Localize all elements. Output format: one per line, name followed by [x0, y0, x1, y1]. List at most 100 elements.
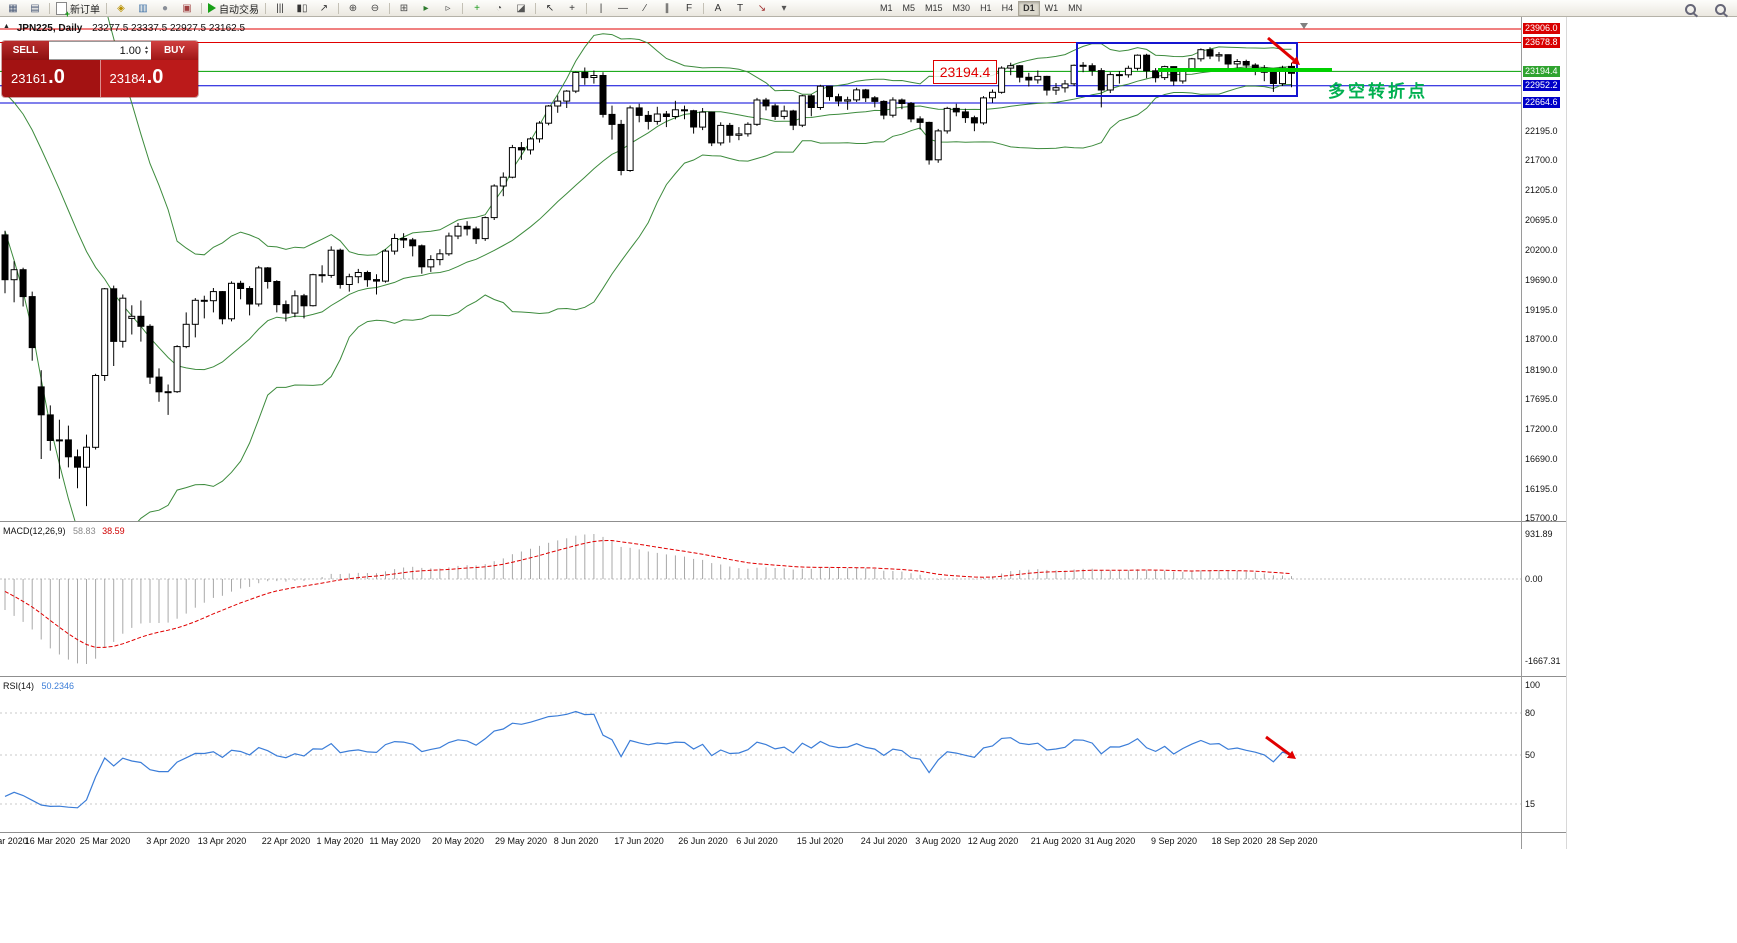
price-tick: 17695.0 [1525, 394, 1558, 404]
quick-search-icon[interactable] [1709, 1, 1731, 17]
vertical-line-icon: | [599, 2, 603, 14]
date-label: 29 May 2020 [494, 836, 548, 846]
date-label: 13 Apr 2020 [197, 836, 247, 846]
zoom-out-icon[interactable]: ⊖ [364, 0, 386, 16]
price-tag: 23678.8 [1523, 37, 1560, 48]
zoom-out-icon: ⊖ [370, 2, 380, 14]
trendline-icon[interactable]: ∕ [634, 0, 656, 16]
fibonacci-icon[interactable]: F [678, 0, 700, 16]
price-tick: 21700.0 [1525, 155, 1558, 165]
terminal-icon[interactable]: ▣ [176, 0, 198, 16]
templates-icon[interactable]: ◪ [510, 0, 532, 16]
panel-splitter[interactable] [0, 676, 1566, 677]
date-label: 1 May 2020 [316, 836, 364, 846]
rsi-panel[interactable]: 100 80 50 15 RSI(14) 50.2346 [0, 677, 1566, 832]
sell-price[interactable]: 23161 .0 [2, 60, 100, 97]
new-order-icon [56, 1, 70, 19]
text-icon[interactable]: A [707, 0, 729, 16]
new-order-button[interactable]: 新订单 [53, 0, 103, 19]
price-tick: 18700.0 [1525, 334, 1558, 344]
trade-panel-collapse-icon[interactable]: ▲ [3, 23, 10, 30]
quick-search-icon [1714, 3, 1726, 15]
timeframe-m30[interactable]: M30 [952, 3, 971, 13]
timeframe-h4[interactable]: H4 [1001, 3, 1014, 13]
bb-lower [4, 84, 1292, 521]
vertical-line-icon[interactable]: | [590, 0, 612, 16]
market-watch-icon[interactable]: ▥ [132, 0, 154, 16]
line-chart-icon[interactable]: ↗ [313, 0, 335, 16]
volume-input[interactable]: 1.00 ▴ ▾ [49, 41, 151, 60]
macd-panel[interactable]: 931.89 0.00 -1667.31 MACD(12,26,9) 58.83… [0, 522, 1566, 676]
periods-icon[interactable]: ◔ [488, 0, 510, 16]
search-icon[interactable] [1679, 1, 1701, 17]
chart-shift-icon[interactable]: ▹ [437, 0, 459, 16]
bar-chart-icon[interactable]: ||| [269, 0, 291, 16]
panel-splitter[interactable] [0, 521, 1566, 522]
macd-chart[interactable] [0, 522, 1521, 676]
new-chart-icon[interactable]: ▦ [2, 0, 24, 16]
sell-button[interactable]: SELL [2, 41, 49, 60]
macd-axis-min: -1667.31 [1525, 656, 1561, 666]
annotations [1076, 42, 1332, 97]
panel-splitter[interactable] [0, 832, 1566, 833]
periods-icon: ◔ [495, 2, 503, 14]
more-tools-icon[interactable]: ▾ [773, 0, 795, 16]
timeframe-m15[interactable]: M15 [925, 3, 943, 13]
rsi-axis: 100 80 50 15 [1523, 677, 1565, 832]
text-label-icon[interactable]: T [729, 0, 751, 16]
price-axis[interactable]: 22195.0 21700.0 21205.0 20695.0 20200.0 19690… [1523, 17, 1565, 521]
fibonacci-icon: F [685, 2, 693, 14]
cursor-icon[interactable]: ↖ [539, 0, 561, 16]
macd-histogram [4, 534, 1292, 664]
zoom-in-icon: ⊕ [348, 2, 358, 14]
timeframe-m1[interactable]: M1 [880, 3, 893, 13]
rsi-chart[interactable] [0, 677, 1521, 832]
crosshair-icon[interactable]: + [561, 0, 583, 16]
turning-point-label[interactable]: 多空转折点 [1328, 82, 1428, 102]
tile-windows-icon: ⊞ [399, 2, 409, 14]
macd-axis-zero: 0.00 [1525, 574, 1543, 584]
horizontal-line-icon: — [618, 2, 628, 14]
buy-price[interactable]: 23184 .0 [99, 60, 198, 97]
chart-shift-marker[interactable] [1300, 23, 1308, 29]
indicators-icon[interactable]: + [466, 0, 488, 16]
volume-down-icon[interactable]: ▾ [144, 49, 148, 56]
timeframe-m5[interactable]: M5 [902, 3, 916, 13]
date-label: 15 Jul 2020 [796, 836, 844, 846]
macd-main-value: 58.83 [73, 526, 96, 536]
chart-title: ▲ JPN225, Daily 23277.5 23337.5 22927.5 … [3, 23, 245, 34]
down-arrow-annotation[interactable] [1267, 36, 1300, 65]
zoom-in-icon[interactable]: ⊕ [342, 0, 364, 16]
rsi-name: RSI(14) [3, 681, 35, 691]
candlestick-chart[interactable] [0, 17, 1521, 521]
metaeditor-icon[interactable]: ◈ [110, 0, 132, 16]
autotrading-button-label: 自动交易 [219, 4, 259, 16]
volume-up-icon[interactable]: ▴ [144, 44, 148, 51]
profiles-icon[interactable]: ▤ [24, 0, 46, 16]
toolbar-separator [49, 2, 50, 14]
price-chart-panel[interactable]: 22195.0 21700.0 21205.0 20695.0 20200.0 19690… [0, 17, 1566, 521]
one-click-trading-panel: SELL 1.00 ▴ ▾ BUY 23161 .0 [2, 41, 198, 97]
volume-spinner[interactable]: ▴ ▾ [144, 44, 148, 56]
date-label: 16 Mar 2020 [24, 836, 76, 846]
horizontal-line-icon[interactable]: — [612, 0, 634, 16]
macd-indicator-label: MACD(12,26,9) 58.83 38.59 [3, 526, 125, 536]
community-icon[interactable]: ● [154, 0, 176, 16]
timeframe-mn[interactable]: MN [1068, 3, 1083, 13]
buy-button[interactable]: BUY [151, 41, 198, 60]
timeframe-h1[interactable]: H1 [980, 3, 992, 13]
arrow-tools-icon[interactable]: ↘ [751, 0, 773, 16]
channel-icon[interactable]: ∥ [656, 0, 678, 16]
candlestick-icon[interactable]: ▮▯ [291, 0, 313, 16]
auto-scroll-icon[interactable]: ▸ [415, 0, 437, 16]
price-tag: 22952.2 [1523, 80, 1560, 91]
toolbar-separator [389, 2, 390, 14]
rsi-down-arrow-annotation[interactable] [1265, 735, 1296, 759]
price-annotation-box[interactable]: 23194.4 [933, 60, 997, 84]
autotrading-button[interactable]: 自动交易 [205, 0, 262, 16]
tile-windows-icon[interactable]: ⊞ [393, 0, 415, 16]
timeframe-w1[interactable]: W1 [1044, 3, 1059, 13]
templates-icon: ◪ [516, 2, 526, 14]
timeframe-d1[interactable]: D1 [1018, 1, 1040, 16]
